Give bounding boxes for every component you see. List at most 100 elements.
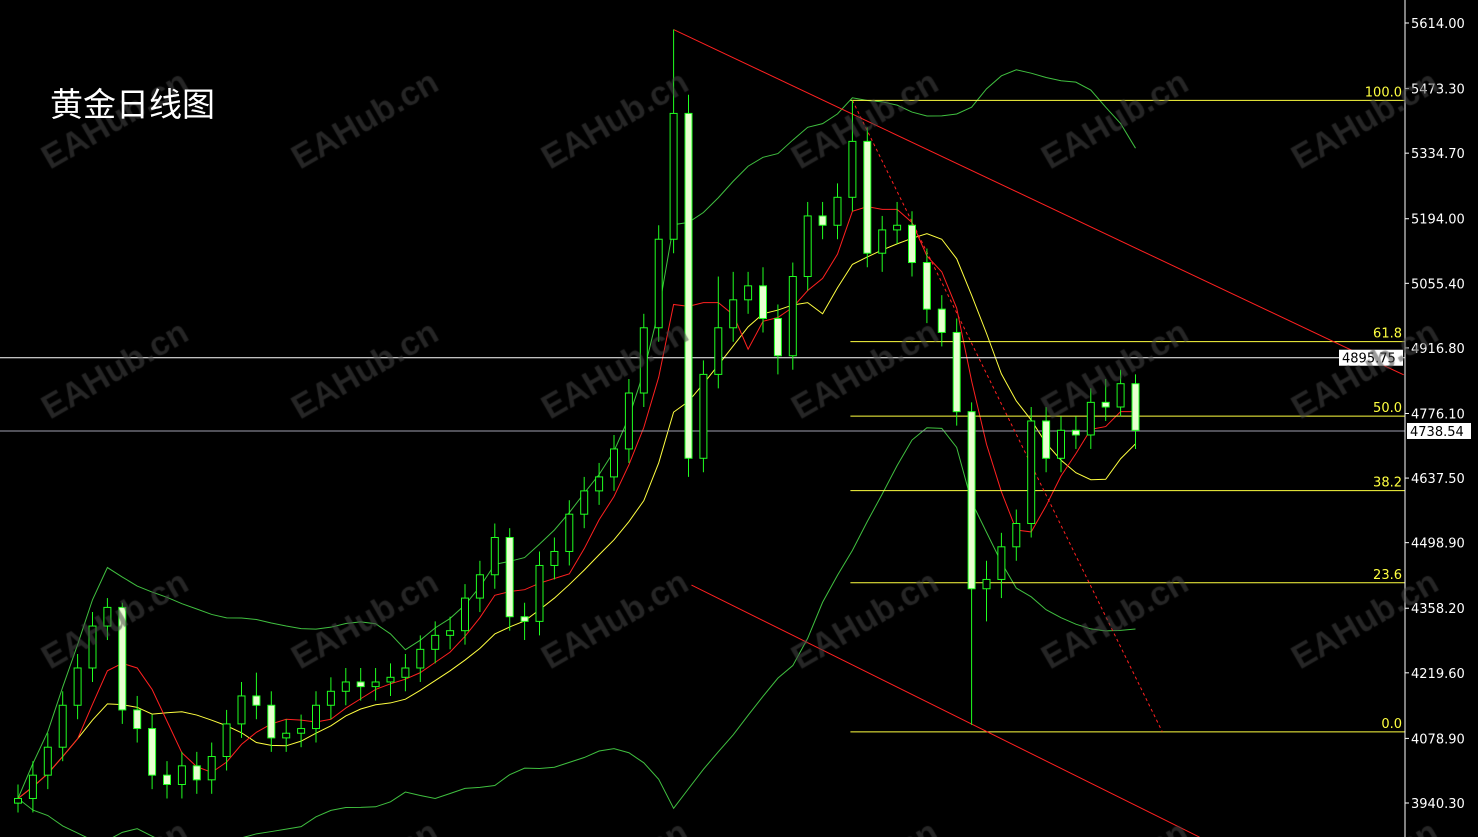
candle-body xyxy=(580,490,589,515)
candle-body xyxy=(788,276,797,357)
candle-body xyxy=(654,238,663,329)
fib-level-label: 100.0 xyxy=(1365,85,1402,100)
candle-body xyxy=(759,285,767,319)
candle xyxy=(684,94,693,477)
candle-body xyxy=(461,597,469,632)
candle-body xyxy=(446,630,455,636)
candle-body xyxy=(1057,429,1065,459)
candle-body xyxy=(982,578,991,590)
y-tick-label: 5614.00 xyxy=(1411,17,1465,32)
fib-level-label: 23.6 xyxy=(1373,568,1402,583)
candle-body xyxy=(1042,420,1051,459)
candle-body xyxy=(103,606,112,627)
candle-body xyxy=(1027,420,1036,525)
candle-body xyxy=(43,746,52,776)
y-tick-label: 4498.90 xyxy=(1411,537,1465,552)
candle-body xyxy=(1101,401,1110,408)
candle-body xyxy=(639,327,648,394)
candle-body xyxy=(297,728,306,734)
candle-body xyxy=(73,667,82,706)
candle xyxy=(952,318,961,426)
candle-body xyxy=(416,648,425,669)
y-tick-label: 5334.70 xyxy=(1411,147,1465,162)
candle-body xyxy=(267,704,276,739)
candle-body xyxy=(312,704,320,730)
y-tick-label: 4078.90 xyxy=(1411,732,1465,747)
candle-body xyxy=(222,723,231,758)
candle xyxy=(1027,407,1036,538)
candle-body xyxy=(595,476,604,492)
candle-body xyxy=(386,676,395,683)
y-tick-label: 5055.40 xyxy=(1411,277,1465,292)
fib-level-label: 38.2 xyxy=(1373,476,1402,491)
candle-body xyxy=(1131,383,1140,431)
fib-level-label: 0.0 xyxy=(1381,717,1402,732)
candle-body xyxy=(133,709,142,730)
candle xyxy=(118,602,127,724)
candle-body xyxy=(1012,523,1021,548)
candle-body xyxy=(550,550,559,566)
candle-body xyxy=(1116,383,1125,408)
candle-body xyxy=(922,262,931,310)
candle-body xyxy=(848,140,857,198)
y-tick-label: 4219.60 xyxy=(1411,667,1465,682)
candle-body xyxy=(684,112,693,459)
y-tick-label: 4776.10 xyxy=(1411,407,1465,422)
candle-body xyxy=(118,606,127,711)
candle-body xyxy=(282,732,291,739)
candle-body xyxy=(475,574,484,599)
candle-body xyxy=(773,317,782,357)
candle-body xyxy=(803,215,812,278)
candle-body xyxy=(520,616,529,622)
price-line-label: 4895.75 xyxy=(1342,352,1396,367)
candle-body xyxy=(490,536,499,576)
y-tick-label: 5194.00 xyxy=(1411,213,1465,228)
candle-body xyxy=(14,797,22,804)
candle-body xyxy=(505,536,514,618)
candle-body xyxy=(28,774,37,799)
candle-body xyxy=(341,681,350,692)
y-tick-label: 4916.80 xyxy=(1411,342,1465,357)
candle-body xyxy=(1071,429,1080,436)
candle-body xyxy=(237,695,246,725)
candle xyxy=(699,360,708,473)
candle xyxy=(639,313,648,408)
candle-body xyxy=(744,285,753,301)
y-tick-label: 4637.50 xyxy=(1411,472,1465,487)
y-tick-label: 4358.20 xyxy=(1411,602,1465,617)
fib-level-label: 50.0 xyxy=(1373,401,1402,416)
candle-body xyxy=(371,681,380,688)
candle xyxy=(654,225,663,342)
price-line-label: 4738.54 xyxy=(1410,425,1464,440)
candle-body xyxy=(878,229,887,254)
candle-body xyxy=(714,327,723,375)
candle-body xyxy=(252,695,261,706)
candle-body xyxy=(177,765,186,785)
candle-body xyxy=(908,224,916,264)
candle-body xyxy=(818,215,827,226)
chart-title: 黄金日线图 xyxy=(50,85,215,124)
candle-body xyxy=(148,728,157,776)
candle-body xyxy=(610,448,618,478)
y-tick-label: 3940.30 xyxy=(1411,797,1465,812)
candle-body xyxy=(356,681,365,688)
candle-body xyxy=(565,513,574,552)
candle-body xyxy=(535,564,544,622)
candle-body xyxy=(967,411,976,590)
candle-body xyxy=(58,704,67,748)
candle-body xyxy=(699,373,708,459)
candle-body xyxy=(1086,401,1095,436)
candle-body xyxy=(893,224,902,231)
candle xyxy=(863,127,872,268)
fib-level-label: 61.8 xyxy=(1373,327,1402,342)
candle-body xyxy=(669,112,678,240)
candle-body xyxy=(937,308,946,333)
candle-body xyxy=(729,299,738,329)
candle-body xyxy=(401,667,410,678)
candle xyxy=(505,528,514,631)
candle-body xyxy=(88,625,97,669)
candle-body xyxy=(207,756,216,781)
candle-body xyxy=(624,392,633,450)
candle-body xyxy=(431,634,440,650)
